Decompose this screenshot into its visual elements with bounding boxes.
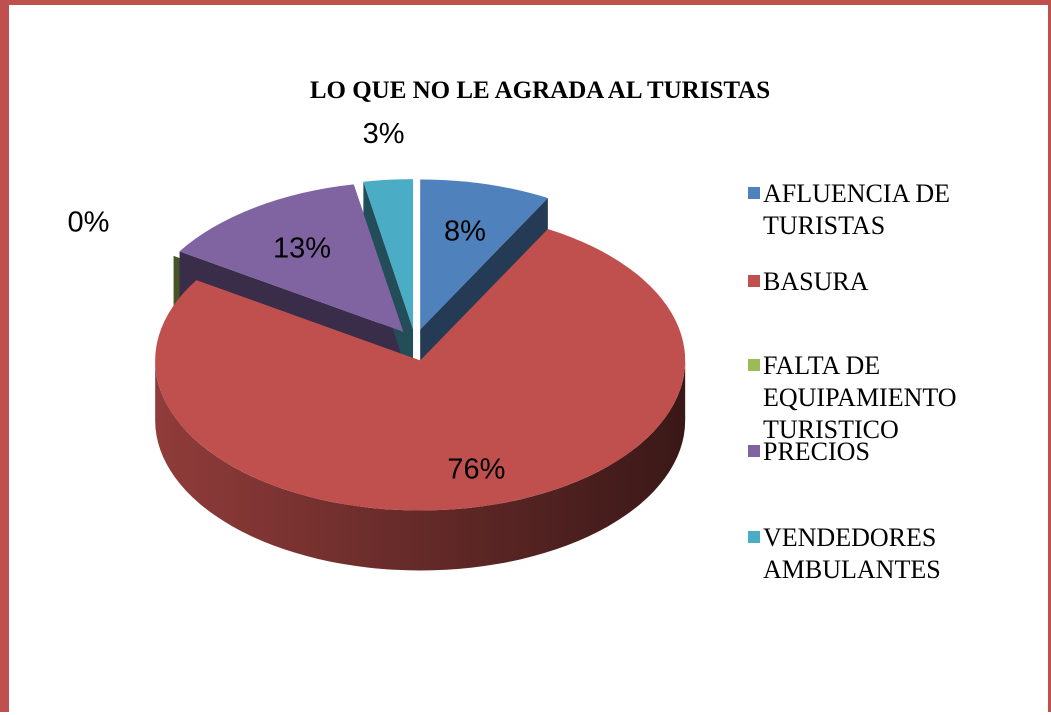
- data-label: 0%: [67, 207, 109, 239]
- slice-wall: [155, 360, 686, 571]
- legend-label: VENDEDORES AMBULANTES: [763, 523, 941, 584]
- legend-label: PRECIOS: [763, 437, 870, 466]
- data-label: 3%: [363, 118, 405, 150]
- slice: [179, 184, 404, 332]
- legend-swatch: [748, 275, 760, 287]
- data-label: 8%: [444, 216, 486, 248]
- legend-label: BASURA: [763, 267, 869, 296]
- slice-side: [363, 181, 414, 390]
- legend-label: FALTA DE EQUIPAMIENTO TURISTICO: [763, 351, 957, 444]
- legend-swatch: [748, 359, 760, 371]
- data-label: 76%: [447, 453, 505, 485]
- chart-title: LO QUE NO LE AGRADA AL TURISTAS: [310, 77, 770, 104]
- legend-label: AFLUENCIA DE TURISTAS: [763, 179, 951, 240]
- legend-swatch: [748, 187, 760, 199]
- slice: [155, 229, 686, 511]
- slice: [363, 179, 414, 330]
- legend-swatch: [748, 445, 760, 457]
- legend-swatch: [748, 531, 760, 543]
- slice: [420, 179, 548, 330]
- tops: [155, 179, 686, 511]
- data-label: 13%: [273, 232, 331, 264]
